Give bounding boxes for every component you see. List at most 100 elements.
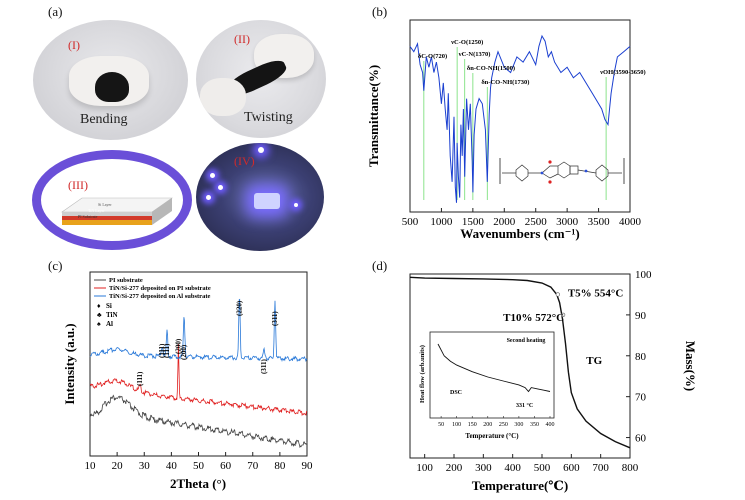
- x-tick-label: 2000: [493, 216, 516, 228]
- y-tick-label: 60: [635, 433, 647, 445]
- chart-ftir: Transmittance(%) Wavenumbers (cm⁻¹) 500 1…: [366, 19, 646, 241]
- chart-xrd: Intensity (a.u.) 2Theta (°) 10 20 30 40 50 60…: [62, 271, 314, 491]
- inset-series-label: DSC: [450, 390, 462, 396]
- photo-twisting: [196, 20, 326, 138]
- x-tick-label: 3500: [588, 216, 611, 228]
- legend-symbol-icon: ♠: [97, 320, 101, 328]
- x-tick-label: 3000: [556, 216, 579, 228]
- led-glow-icon: [254, 193, 280, 209]
- x-tick-label: 500: [534, 462, 551, 474]
- x-tick-label: 400: [504, 462, 521, 474]
- peak-annotation: νC-O(1250): [450, 39, 483, 46]
- tg-annotation: TG: [586, 355, 602, 367]
- dsc-inset: Heat flow (arb.units) Temperature (°C) S…: [419, 331, 555, 440]
- plot-frame: [409, 19, 631, 213]
- inset-x-tick-label: 350: [530, 422, 539, 428]
- plot-frame: [409, 273, 631, 459]
- dsc-series-line: [437, 343, 551, 393]
- legend-symbol-label: Si: [106, 302, 112, 310]
- peak-label: (220): [235, 300, 243, 316]
- legend-entry: TiN/Si-277 deposited on PI substrate: [109, 285, 211, 292]
- glove-hand-icon: [200, 78, 246, 116]
- x-tick-label: 4000: [619, 216, 642, 228]
- temperature-marker: [555, 292, 560, 297]
- layer-label-tin: TiN Layer: [88, 208, 105, 213]
- peak-label: (311): [260, 359, 268, 374]
- peak-label: (200): [180, 344, 188, 360]
- x-tick-label: 20: [112, 460, 124, 472]
- led-glow-icon: [206, 195, 211, 200]
- x-tick-label: 30: [139, 460, 151, 472]
- series-line-1: [89, 343, 308, 417]
- y-axis-label: Mass(%): [683, 341, 698, 392]
- inset-x-tick-label: 250: [499, 422, 508, 428]
- inset-x-tick-label: 300: [514, 422, 523, 428]
- photo-led-demo: [196, 143, 324, 251]
- y-tick-label: 100: [635, 269, 652, 281]
- x-tick-label: 500: [402, 216, 419, 228]
- x-tick-label: 100: [416, 462, 433, 474]
- structure-diagram: [499, 158, 625, 184]
- x-tick-label: 800: [622, 462, 639, 474]
- x-tick-label: 80: [274, 460, 286, 472]
- x-axis-label: Wavenumbers (cm⁻¹): [460, 226, 579, 241]
- peak-annotation: δn-CO-NH(1500): [467, 65, 515, 72]
- layer-label-si: Si Layer: [98, 202, 112, 207]
- peak-label: (200): [174, 338, 182, 354]
- numeral-IV: (IV): [234, 154, 255, 168]
- x-tick-label: 300: [475, 462, 492, 474]
- y-tick-label: 70: [635, 392, 647, 404]
- panel-b-label: (b): [372, 4, 388, 19]
- series-line-0: [89, 394, 308, 449]
- peak-label: (111): [158, 343, 166, 358]
- tg-annotation: T5% 554°C: [568, 287, 623, 299]
- inset-x-tick-label: 400: [546, 422, 555, 428]
- temperature-marker: [561, 312, 566, 317]
- peak-label: (311): [271, 311, 279, 326]
- x-tick-label: 90: [302, 460, 314, 472]
- peak-annotation: νC-N(1370): [458, 51, 491, 58]
- x-tick-label: 1000: [430, 216, 453, 228]
- y-axis-label: Intensity (a.u.): [62, 323, 77, 404]
- tg-annotation: T10% 572°C: [503, 312, 564, 324]
- led-glow-icon: [210, 173, 215, 178]
- led-glow-icon: [218, 185, 223, 190]
- numeral-I: (I): [68, 38, 80, 52]
- x-axis-label: Temperature(℃): [472, 478, 568, 493]
- legend-symbol-icon: ♣: [97, 311, 102, 319]
- y-tick-label: 90: [635, 310, 647, 322]
- led-glow-icon: [258, 147, 264, 153]
- numeral-II: (II): [234, 32, 250, 46]
- peak-annotation: δn-CO-NH(1730): [481, 79, 529, 86]
- inset-frame: [429, 331, 555, 419]
- photo-bending: [33, 20, 188, 140]
- legend-symbol-icon: ♦: [97, 302, 101, 310]
- x-tick-label: 70: [247, 460, 259, 472]
- panel-c-label: (c): [48, 258, 63, 273]
- x-tick-label: 50: [193, 460, 205, 472]
- series-line-2: [89, 298, 308, 363]
- x-tick-label: 200: [446, 462, 463, 474]
- inset-y-label: Heat flow (arb.units): [419, 345, 426, 403]
- numeral-III: (III): [68, 178, 88, 192]
- caption-bending: Bending: [80, 112, 128, 127]
- series-line: [409, 34, 631, 203]
- legend-entry: PI substrate: [109, 277, 143, 284]
- x-tick-label: 2500: [525, 216, 548, 228]
- legend-symbol-label: TiN: [106, 311, 118, 319]
- x-tick-label: 10: [85, 460, 97, 472]
- x-tick-label: 600: [563, 462, 580, 474]
- layer-label-pi: PI Substrate: [78, 214, 98, 219]
- y-tick-label: 80: [635, 351, 647, 363]
- peak-annotation: δC-O(720): [418, 53, 447, 60]
- x-axis-label: 2Theta (°): [170, 476, 226, 491]
- inset-annotation: 331 °C: [516, 402, 533, 409]
- panel-a-label: (a): [48, 4, 63, 19]
- inset-x-tick-label: 50: [438, 422, 444, 428]
- legend-entry: TiN/Si-277 deposited on Al substrate: [109, 293, 210, 300]
- led-glow-icon: [294, 203, 298, 207]
- inset-x-tick-label: 100: [452, 422, 461, 428]
- inset-x-label: Temperature (°C): [465, 432, 519, 440]
- tg-series-line: [409, 276, 631, 449]
- caption-twisting: Twisting: [244, 110, 293, 125]
